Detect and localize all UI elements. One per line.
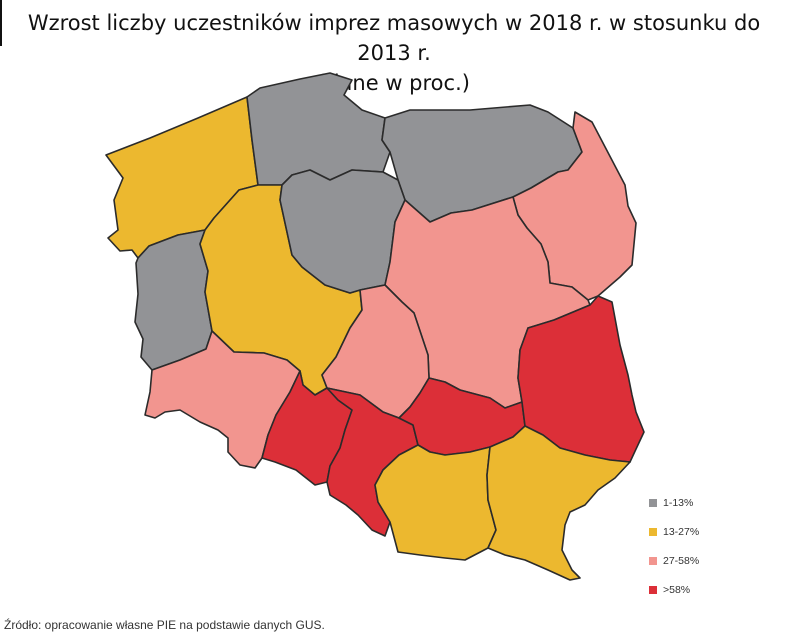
legend-item: 13-27% — [649, 517, 699, 546]
legend-swatch — [649, 527, 657, 536]
legend-label: 1-13% — [663, 496, 694, 509]
legend: 1-13% 13-27% 27-58% >58% — [649, 488, 699, 604]
legend-label: >58% — [663, 583, 691, 596]
legend-swatch — [649, 556, 657, 565]
region-małopolskie — [374, 444, 497, 561]
legend-label: 13-27% — [663, 525, 700, 538]
region-podkarpackie — [486, 425, 631, 581]
region-dolnośląskie — [144, 330, 301, 469]
legend-swatch — [649, 498, 657, 507]
legend-swatch — [649, 585, 657, 594]
legend-item: >58% — [649, 575, 699, 604]
legend-item: 1-13% — [649, 488, 699, 517]
legend-label: 27-58% — [663, 554, 700, 567]
region-pomorskie — [246, 72, 391, 186]
region-lubuskie — [134, 229, 213, 371]
source-note: Źródło: opracowanie własne PIE na podsta… — [4, 618, 325, 632]
legend-item: 27-58% — [649, 546, 699, 575]
title-line-1: Wzrost liczby uczestników imprez masowyc… — [27, 11, 761, 65]
frame-line — [0, 0, 2, 46]
map-title: Wzrost liczby uczestników imprez masowyc… — [0, 8, 788, 98]
region-lubelskie — [517, 295, 645, 463]
